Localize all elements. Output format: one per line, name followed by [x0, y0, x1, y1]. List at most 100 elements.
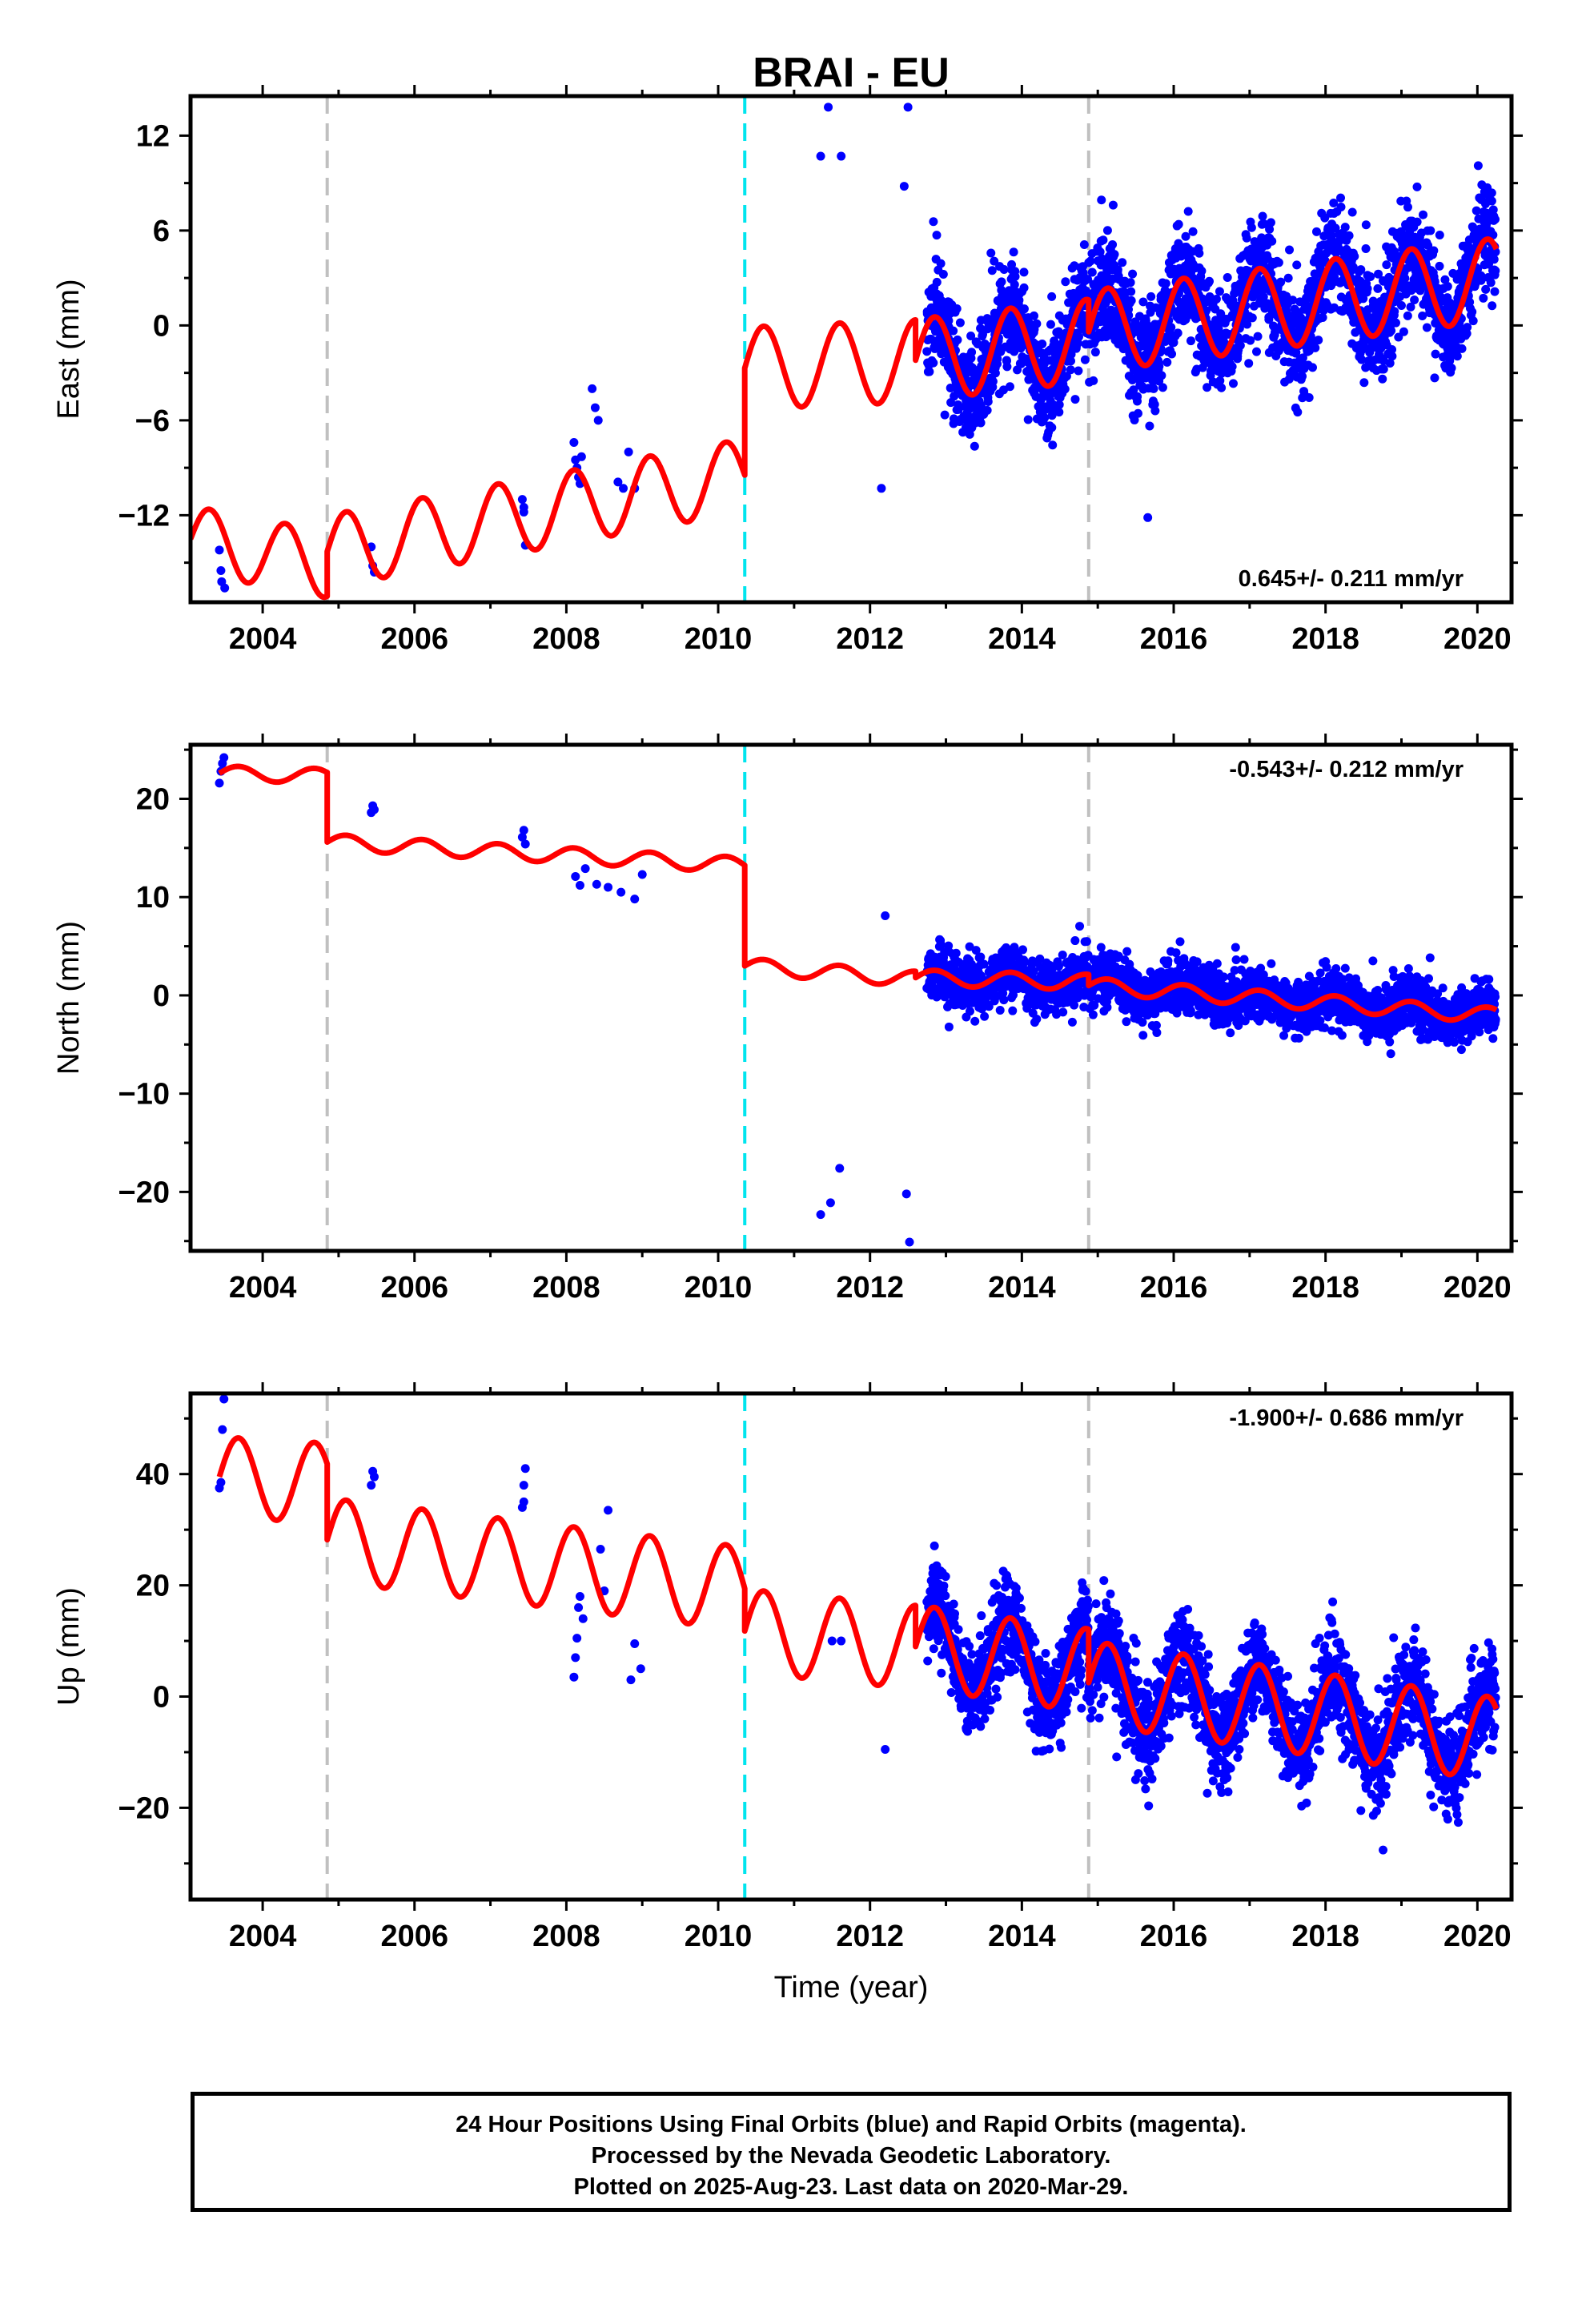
data-point	[1410, 295, 1419, 304]
data-point	[1294, 977, 1303, 987]
data-point	[220, 583, 230, 593]
data-point	[1489, 255, 1499, 264]
data-point	[1174, 219, 1183, 229]
data-point	[517, 832, 527, 842]
y-axis-title: East (mm)	[52, 279, 86, 419]
data-point	[1440, 275, 1450, 284]
data-point	[1143, 513, 1153, 522]
data-point	[1205, 292, 1215, 302]
data-point	[1399, 327, 1408, 336]
data-point	[1385, 358, 1395, 368]
data-point	[1283, 273, 1293, 283]
x-tick-label: 2014	[988, 622, 1056, 656]
data-point	[1118, 258, 1127, 267]
data-point	[1294, 1033, 1303, 1043]
data-point	[1251, 347, 1261, 356]
data-point	[369, 805, 379, 814]
data-point	[1227, 362, 1237, 372]
data-point	[1282, 292, 1291, 301]
data-point	[1133, 971, 1142, 980]
data-point	[1102, 1003, 1112, 1012]
data-point	[966, 331, 976, 340]
data-point	[1298, 372, 1307, 381]
data-point	[1126, 296, 1136, 305]
data-point	[1102, 226, 1112, 235]
data-point	[1337, 1031, 1347, 1040]
data-point	[1048, 440, 1058, 450]
data-point	[1472, 206, 1481, 215]
data-point	[1350, 251, 1359, 261]
data-point	[1267, 236, 1277, 246]
data-point	[1322, 963, 1331, 972]
x-tick-label: 2010	[685, 622, 753, 656]
data-point	[835, 1164, 845, 1173]
data-point	[1097, 195, 1106, 205]
data-point	[1122, 1017, 1131, 1027]
data-point	[1145, 421, 1154, 431]
data-point	[967, 348, 977, 357]
data-point	[901, 1189, 911, 1199]
data-point	[1361, 220, 1371, 230]
data-point	[1074, 332, 1083, 342]
data-point	[1385, 1037, 1395, 1047]
data-point	[1010, 271, 1020, 281]
data-point	[1259, 970, 1268, 979]
data-point	[571, 871, 580, 881]
data-point	[1188, 227, 1198, 236]
data-point	[1390, 307, 1399, 316]
data-point	[1228, 296, 1238, 305]
data-point	[1292, 260, 1302, 270]
data-point	[1435, 261, 1444, 271]
data-point	[905, 1237, 914, 1247]
data-point	[1368, 956, 1378, 966]
data-point	[1359, 378, 1369, 388]
data-point	[993, 354, 1002, 364]
data-point	[997, 277, 1006, 287]
data-point	[1171, 948, 1181, 958]
data-point	[986, 248, 996, 258]
data-point	[519, 826, 528, 835]
data-point	[979, 959, 989, 969]
data-point	[1203, 383, 1212, 392]
data-point	[1215, 376, 1225, 385]
data-point	[1009, 247, 1018, 257]
data-point	[1058, 1007, 1068, 1017]
data-point	[619, 484, 628, 493]
data-point	[1403, 203, 1412, 212]
data-point	[1005, 382, 1014, 392]
data-point	[1363, 283, 1372, 293]
data-point	[1356, 265, 1366, 275]
data-point	[1246, 336, 1255, 345]
data-point	[1157, 371, 1166, 380]
data-point	[1304, 392, 1314, 402]
data-point	[824, 103, 833, 112]
data-point	[1357, 355, 1367, 364]
data-point	[1108, 239, 1118, 249]
data-point	[987, 266, 997, 275]
data-point	[1405, 971, 1415, 981]
data-point	[1010, 279, 1019, 289]
data-point	[1266, 218, 1275, 227]
y-tick-label: 12	[136, 119, 170, 153]
data-point	[1403, 964, 1413, 974]
data-point	[1285, 245, 1295, 255]
data-point	[990, 256, 999, 266]
data-point	[825, 1198, 835, 1208]
data-point	[1080, 355, 1090, 364]
data-point	[951, 948, 961, 958]
data-point	[1435, 231, 1444, 240]
data-point	[1314, 336, 1323, 345]
data-point	[955, 318, 965, 328]
data-point	[1382, 260, 1391, 270]
data-point	[944, 316, 954, 325]
data-point	[1457, 344, 1467, 353]
data-point	[1217, 383, 1227, 392]
data-point	[922, 347, 932, 356]
data-point	[1334, 243, 1343, 253]
data-point	[1054, 327, 1063, 336]
data-point	[1419, 210, 1428, 219]
data-point	[1231, 955, 1241, 965]
data-point	[1070, 936, 1080, 946]
data-point	[1406, 302, 1415, 312]
data-point	[1108, 200, 1118, 210]
